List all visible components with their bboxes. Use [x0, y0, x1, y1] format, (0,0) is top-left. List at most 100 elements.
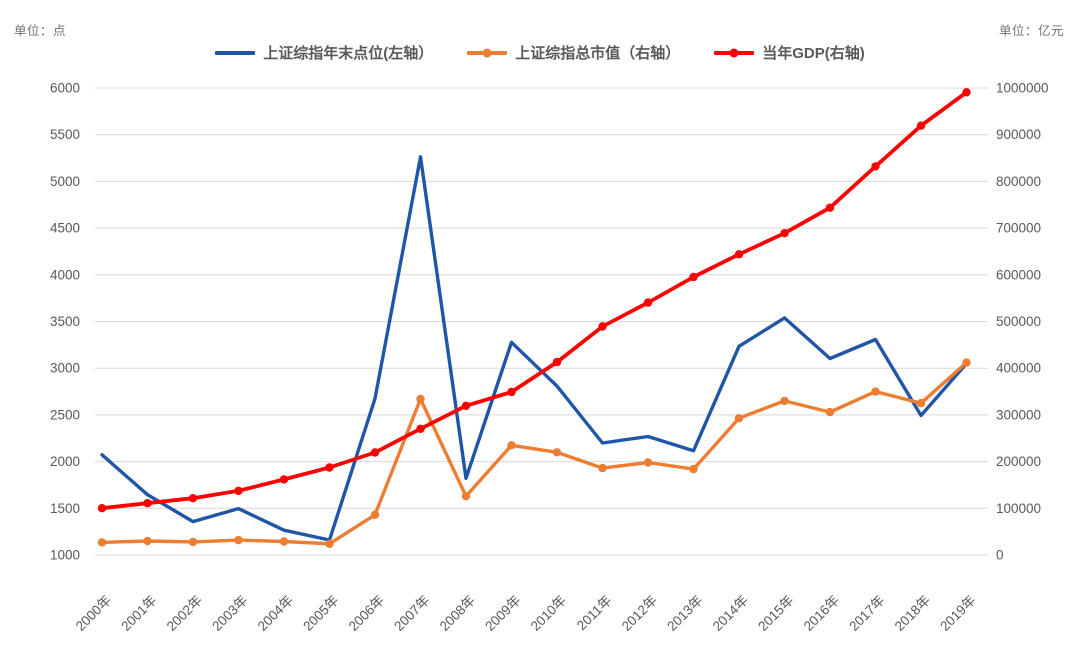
- y-axis-tick-right: 1000000: [996, 81, 1049, 96]
- series-marker: [552, 357, 562, 367]
- y-axis-tick-right: 700000: [996, 221, 1041, 236]
- y-axis-tick-right: 500000: [996, 314, 1041, 329]
- x-axis-tick: 2018年: [892, 593, 933, 634]
- series-marker: [234, 535, 243, 545]
- legend-line-swatch-red: [714, 48, 755, 57]
- series-marker: [598, 463, 607, 473]
- legend-label: 上证综指总市值（右轴）: [515, 45, 681, 62]
- series-marker: [734, 414, 744, 423]
- series-marker: [370, 448, 380, 457]
- y-axis-tick-right: 400000: [996, 361, 1041, 376]
- x-axis-tick: 2009年: [482, 593, 523, 634]
- series-marker: [188, 537, 198, 547]
- y-axis-tick-left: 4000: [50, 267, 80, 282]
- series-marker: [552, 448, 562, 457]
- series-marker: [461, 492, 471, 501]
- series-marker: [689, 272, 698, 282]
- y-axis-tick-left: 6000: [50, 81, 80, 96]
- y-axis-tick-right: 800000: [996, 174, 1041, 189]
- legend-marker-dot: [729, 48, 739, 57]
- legend-item-sse-close: 上证综指年末点位(左轴）: [215, 42, 433, 63]
- series-marker: [370, 510, 380, 519]
- legend-line-swatch-blue: [215, 50, 256, 55]
- legend: 上证综指年末点位(左轴） 上证综指总市值（右轴） 当年GDP(右轴): [0, 42, 1080, 63]
- y-axis-tick-left: 2500: [50, 407, 80, 422]
- x-axis-tick: 2002年: [164, 593, 205, 634]
- legend-item-sse-marketcap: 上证综指总市值（右轴）: [467, 42, 680, 63]
- right-axis-unit-label: 单位：亿元: [998, 24, 1064, 38]
- series-line: [100, 155, 969, 542]
- x-axis-tick: 2014年: [710, 593, 751, 634]
- series-marker: [143, 536, 152, 546]
- series-marker: [916, 121, 926, 130]
- y-axis-tick-left: 1000: [50, 548, 80, 563]
- series-marker: [780, 229, 789, 238]
- y-axis-tick-left: 1500: [50, 501, 80, 516]
- series-marker: [279, 475, 289, 484]
- series-marker: [234, 486, 243, 495]
- series-line: [100, 90, 969, 511]
- x-axis-tick: 2017年: [846, 593, 887, 634]
- x-axis-tick: 2001年: [118, 593, 159, 634]
- series-marker: [871, 387, 880, 396]
- series-marker: [325, 463, 334, 472]
- left-axis-unit-label: 单位：点: [14, 24, 67, 38]
- series-marker: [962, 358, 971, 367]
- y-axis-tick-left: 4500: [50, 221, 80, 236]
- series-marker: [461, 401, 471, 410]
- series-marker: [962, 88, 971, 97]
- x-axis-tick: 2006年: [346, 593, 387, 634]
- y-axis-tick-right: 300000: [996, 407, 1041, 422]
- x-axis-tick: 2010年: [528, 593, 569, 634]
- series-marker: [325, 539, 334, 548]
- y-axis-tick-left: 3500: [50, 314, 80, 329]
- legend-item-gdp: 当年GDP(右轴): [714, 42, 865, 63]
- y-axis-tick-right: 100000: [996, 501, 1041, 516]
- y-axis-tick-right: 0: [996, 548, 1004, 563]
- x-axis-tick: 2005年: [300, 593, 341, 634]
- series-marker: [780, 396, 789, 406]
- y-axis-tick-right: 900000: [996, 127, 1041, 142]
- x-axis-tick: 2019年: [937, 593, 978, 634]
- series-marker: [97, 538, 107, 547]
- series-marker: [598, 322, 607, 331]
- series-marker: [507, 441, 516, 450]
- series-marker: [871, 162, 880, 171]
- y-axis-tick-right: 200000: [996, 454, 1041, 469]
- legend-line-swatch-orange: [467, 48, 508, 57]
- y-axis-tick-left: 5000: [50, 174, 80, 189]
- legend-label: 上证综指年末点位(左轴）: [263, 45, 434, 62]
- series-marker: [643, 458, 653, 467]
- series-marker: [416, 394, 425, 404]
- series-marker: [916, 399, 926, 408]
- series-marker: [279, 537, 289, 546]
- series-marker: [143, 499, 152, 508]
- legend-label: 当年GDP(右轴): [762, 45, 865, 62]
- series-marker: [689, 464, 698, 474]
- y-axis-tick-left: 3000: [50, 361, 80, 376]
- series-marker: [825, 203, 835, 212]
- x-axis-tick: 2000年: [73, 593, 114, 634]
- series-marker: [825, 407, 835, 417]
- series-marker: [643, 298, 653, 307]
- series-marker: [734, 250, 744, 259]
- x-axis-tick: 2013年: [664, 593, 705, 634]
- x-axis-tick: 2011年: [574, 593, 615, 634]
- y-axis-tick-left: 2000: [50, 454, 80, 469]
- y-axis-tick-left: 5500: [50, 127, 80, 142]
- legend-marker-dot: [482, 48, 492, 57]
- x-axis-tick: 2015年: [755, 593, 796, 634]
- y-axis-tick-right: 600000: [996, 267, 1041, 282]
- x-axis-tick: 2007年: [391, 593, 432, 634]
- x-axis-tick: 2004年: [255, 593, 296, 634]
- x-axis-tick: 2003年: [209, 593, 250, 634]
- series-marker: [188, 494, 198, 503]
- series-marker: [507, 387, 516, 397]
- series-line: [100, 360, 969, 546]
- x-axis-tick: 2016年: [801, 593, 842, 634]
- series-marker: [416, 424, 425, 433]
- x-axis-tick: 2008年: [437, 593, 478, 634]
- series-marker: [97, 504, 107, 513]
